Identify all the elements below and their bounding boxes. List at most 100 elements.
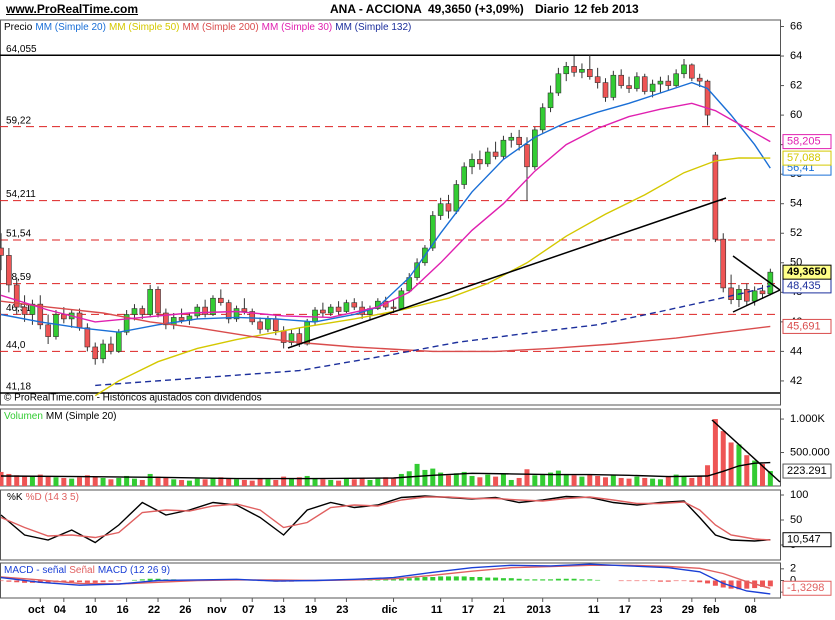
candle-body: [555, 73, 562, 94]
bar: [445, 576, 451, 581]
candle-body: [469, 159, 475, 168]
candle-body: [634, 76, 640, 89]
bar: [485, 474, 491, 486]
candle-body: [579, 69, 585, 73]
bar: [304, 475, 310, 486]
y-tick-label: 54: [790, 198, 802, 210]
bar: [139, 479, 145, 486]
candle-body: [115, 331, 122, 352]
bar: [414, 577, 420, 581]
bar: [720, 431, 726, 486]
bar: [6, 580, 12, 582]
x-tick-label: 26: [179, 604, 191, 616]
candle-body: [76, 312, 83, 329]
bar: [673, 474, 679, 486]
x-tick-label: 21: [493, 604, 505, 616]
bar: [587, 579, 593, 581]
legend: Volumen MM (Simple 20): [4, 411, 117, 422]
bar: [461, 471, 467, 486]
bar: [84, 580, 90, 583]
bar: [14, 580, 20, 583]
bar: [422, 469, 428, 486]
bar: [288, 477, 294, 486]
value-tag: [782, 134, 832, 150]
y-tick-label: 66: [790, 20, 802, 32]
bar: [234, 479, 240, 486]
bar: [744, 455, 750, 486]
bar: [249, 480, 255, 486]
bar: [131, 579, 137, 581]
legend: Precio MM (Simple 20) MM (Simple 50) MM (Si…: [4, 22, 411, 33]
candle-body: [673, 73, 679, 86]
candle-body: [29, 303, 36, 315]
value-tag: [782, 580, 832, 596]
bar: [108, 479, 114, 486]
bar: [359, 477, 365, 486]
bar: [705, 580, 711, 584]
bar: [92, 476, 98, 486]
y-tick-label: 64: [790, 50, 802, 62]
y-tick-label: 42: [790, 375, 802, 387]
panel: [0, 408, 781, 487]
bar: [548, 579, 554, 581]
trend-line: [732, 255, 781, 291]
bar: [0, 580, 4, 582]
candle-body: [6, 255, 12, 286]
bar: [571, 578, 577, 581]
bar: [438, 576, 444, 581]
bar: [571, 475, 577, 486]
bar: [634, 580, 640, 582]
bar: [634, 476, 640, 486]
candle-body: [45, 324, 51, 337]
candle-body: [13, 284, 20, 308]
bar: [618, 477, 624, 486]
candle-body: [100, 343, 106, 360]
candle-body: [571, 66, 577, 73]
y-tick-label: 100: [790, 489, 808, 501]
bar: [540, 474, 546, 486]
bar: [84, 475, 90, 486]
candle-body: [327, 306, 334, 314]
y-tick-label: 44: [790, 345, 802, 357]
trend-line: [287, 197, 727, 349]
x-tick-label: 23: [336, 604, 348, 616]
bar: [453, 473, 459, 486]
x-tick-label: 11: [431, 604, 443, 616]
y-tick-label: 62: [790, 79, 802, 91]
candle-body: [461, 166, 467, 185]
bar: [77, 477, 83, 486]
bar: [744, 580, 750, 589]
bar: [618, 580, 624, 582]
candle-body: [429, 215, 436, 249]
candle-body: [53, 314, 59, 337]
series-line: [0, 496, 771, 541]
candle-body: [194, 306, 201, 317]
bar: [430, 577, 436, 581]
candle-body: [131, 308, 138, 315]
bar: [218, 477, 224, 486]
bar: [469, 577, 475, 581]
bar: [45, 475, 51, 486]
value-tag: [782, 532, 832, 548]
candle-body: [539, 107, 546, 131]
candle-body: [312, 309, 318, 323]
bar: [37, 474, 43, 486]
bar: [673, 580, 679, 582]
bar: [391, 478, 397, 486]
bar: [563, 473, 569, 486]
bar: [595, 579, 601, 581]
series-line: [0, 564, 771, 589]
legend-entry: %K: [7, 492, 23, 503]
candle-body: [288, 333, 295, 343]
bar: [587, 474, 593, 486]
bar: [697, 475, 703, 486]
bar: [210, 477, 216, 486]
bar: [179, 479, 185, 486]
note: © ProRealTime.com - Históricos ajustados…: [4, 393, 262, 404]
series-line: [94, 157, 771, 397]
bar: [281, 476, 287, 486]
site[interactable]: www.ProRealTime.com: [6, 2, 139, 16]
bar: [736, 580, 742, 590]
legend-entry: Volumen: [4, 411, 43, 422]
